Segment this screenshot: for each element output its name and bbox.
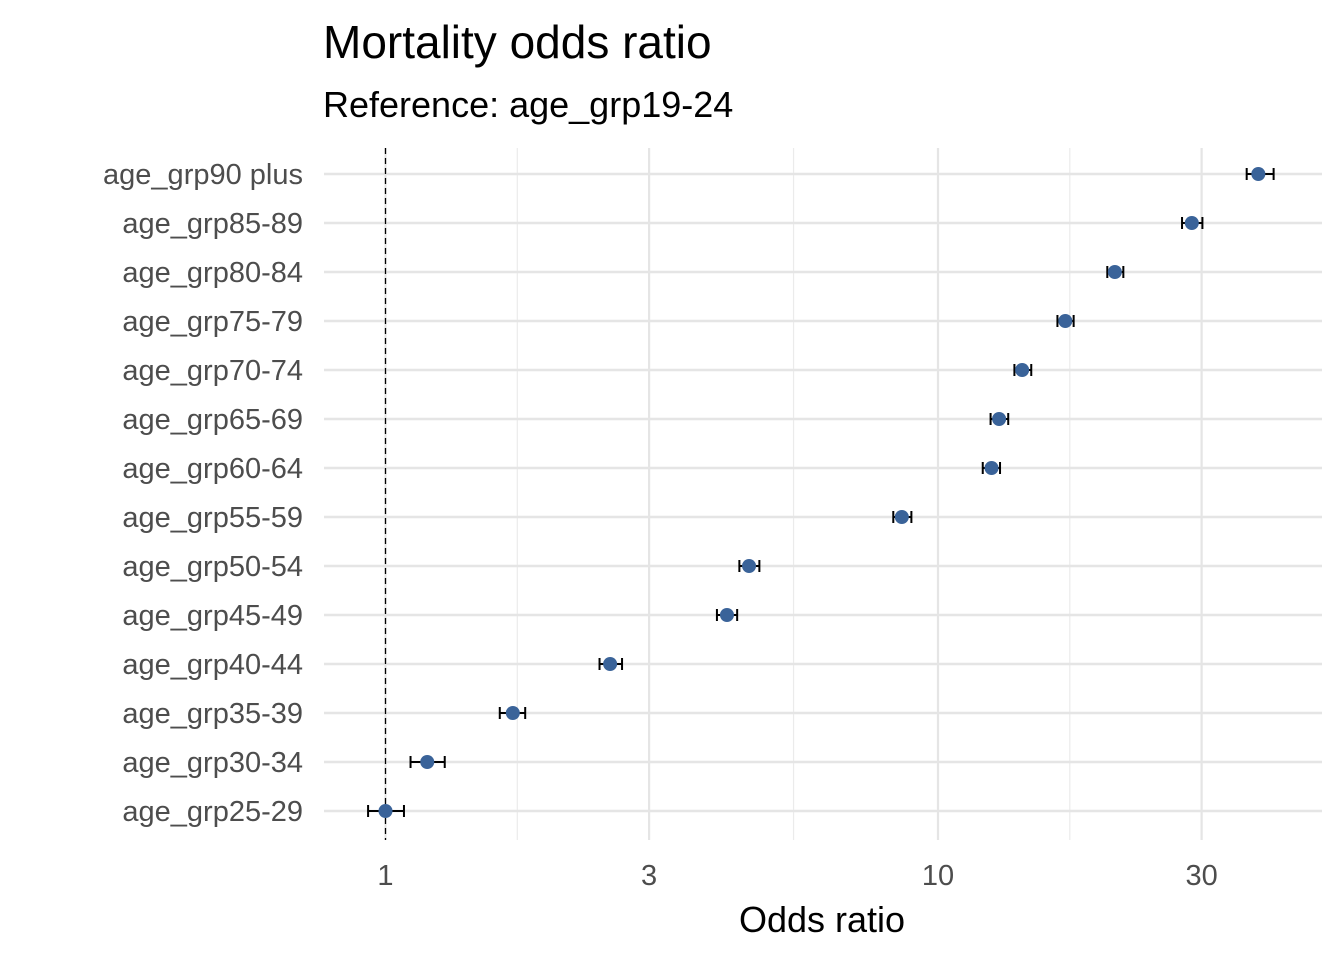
point-age_grp75-79 bbox=[1058, 314, 1073, 328]
y-tick-label-age_grp25-29: age_grp25-29 bbox=[122, 796, 303, 828]
minor-gridlines bbox=[516, 148, 1071, 840]
point-age_grp45-49 bbox=[719, 608, 734, 622]
chart-title: Mortality odds ratio bbox=[323, 16, 712, 68]
y-tick-label-age_grp45-49: age_grp45-49 bbox=[122, 600, 303, 632]
y-axis-labels: age_grp25-29 age_grp30-34 age_grp35-39 age_… bbox=[103, 159, 303, 828]
chart-subtitle: Reference: age_grp19-24 bbox=[323, 84, 733, 125]
point-age_grp50-54 bbox=[742, 559, 757, 573]
y-tick-label-age_grp65-69: age_grp65-69 bbox=[122, 404, 303, 436]
y-tick-label-age_grp50-54: age_grp50-54 bbox=[122, 551, 303, 583]
point-age_grp30-34 bbox=[420, 755, 435, 769]
x-tick-label-3: 3 bbox=[641, 860, 657, 892]
point-estimates bbox=[378, 167, 1266, 818]
point-age_grp55-59 bbox=[894, 510, 909, 524]
y-tick-label-age_grp55-59: age_grp55-59 bbox=[122, 502, 303, 534]
error-bars bbox=[367, 168, 1275, 817]
y-tick-label-age_grp85-89: age_grp85-89 bbox=[122, 208, 303, 240]
x-axis-tick-labels: 1 3 10 30 bbox=[377, 860, 1217, 892]
point-age_grp40-44 bbox=[603, 657, 618, 671]
y-tick-label-age_grp30-34: age_grp30-34 bbox=[122, 747, 303, 779]
y-tick-label-age_grp75-79: age_grp75-79 bbox=[122, 306, 303, 338]
x-tick-label-30: 30 bbox=[1185, 860, 1217, 892]
point-age_grp65-69 bbox=[992, 412, 1007, 426]
point-age_grp35-39 bbox=[505, 706, 520, 720]
y-tick-label-age_grp40-44: age_grp40-44 bbox=[122, 649, 303, 681]
point-age_grp70-74 bbox=[1015, 363, 1030, 377]
y-tick-label-age_grp90 plus: age_grp90 plus bbox=[103, 159, 303, 191]
major-gridlines bbox=[324, 148, 1322, 840]
point-age_grp85-89 bbox=[1184, 216, 1199, 230]
x-tick-label-10: 10 bbox=[922, 860, 954, 892]
point-age_grp25-29 bbox=[378, 804, 393, 818]
y-tick-label-age_grp80-84: age_grp80-84 bbox=[122, 257, 303, 289]
point-age_grp80-84 bbox=[1107, 265, 1122, 279]
y-tick-label-age_grp60-64: age_grp60-64 bbox=[122, 453, 303, 485]
point-age_grp90 plus bbox=[1251, 167, 1266, 181]
y-tick-label-age_grp70-74: age_grp70-74 bbox=[122, 355, 303, 387]
y-tick-label-age_grp35-39: age_grp35-39 bbox=[122, 698, 303, 730]
x-axis-label: Odds ratio bbox=[739, 899, 905, 940]
point-age_grp60-64 bbox=[984, 461, 999, 475]
x-tick-label-1: 1 bbox=[377, 860, 393, 892]
